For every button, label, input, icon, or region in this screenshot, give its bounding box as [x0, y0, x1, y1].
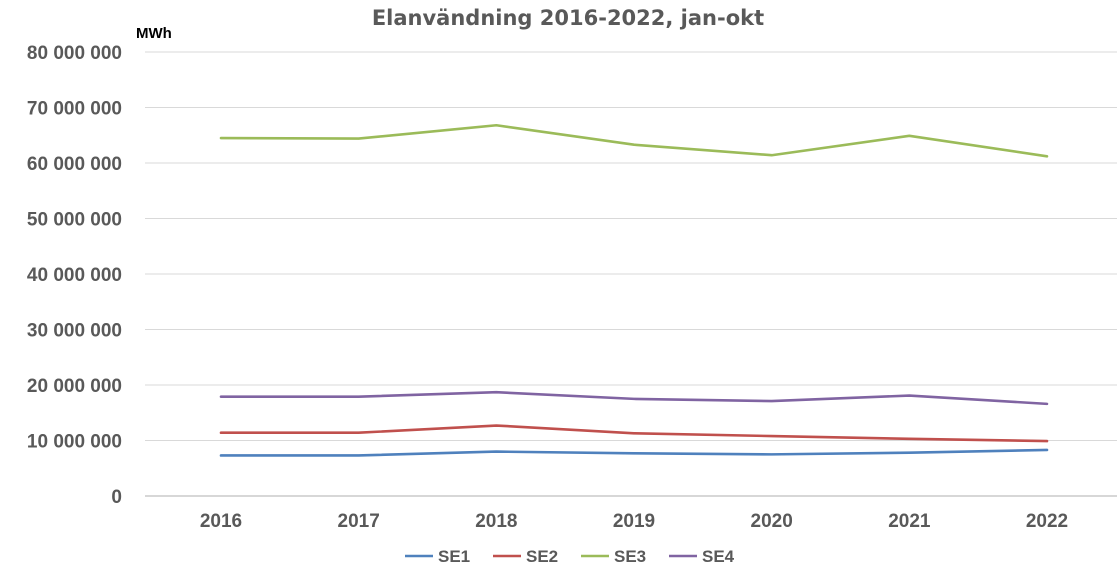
series-line-se4 — [219, 390, 1049, 406]
x-tick-label: 2016 — [200, 511, 242, 532]
x-tick-label: 2020 — [751, 511, 793, 532]
legend-item-se3: SE3 — [581, 547, 646, 566]
y-tick-label: 20 000 000 — [27, 376, 122, 397]
series-lines — [219, 123, 1049, 457]
x-tick-label: 2022 — [1026, 511, 1068, 532]
x-tick-label: 2017 — [338, 511, 380, 532]
y-tick-label: 10 000 000 — [27, 432, 122, 453]
legend-item-se4: SE4 — [669, 547, 735, 566]
y-tick-label: 40 000 000 — [27, 265, 122, 286]
series-line-se1 — [219, 448, 1049, 457]
legend-item-se2: SE2 — [493, 547, 558, 566]
gridlines — [145, 51, 1117, 497]
x-tick-label: 2018 — [475, 511, 517, 532]
y-tick-label: 50 000 000 — [27, 210, 122, 231]
series-line-se2 — [219, 424, 1049, 443]
series-line-se3 — [219, 123, 1049, 158]
legend-label: SE2 — [526, 547, 558, 566]
legend-label: SE1 — [438, 547, 470, 566]
y-tick-label: 30 000 000 — [27, 321, 122, 342]
y-tick-label: 60 000 000 — [27, 154, 122, 175]
y-tick-label: 80 000 000 — [27, 43, 122, 64]
legend-item-se1: SE1 — [405, 547, 470, 566]
y-axis-ticks: 0 10 000 000 20 000 000 30 000 000 40 000 00… — [27, 43, 122, 508]
y-unit-label: MWh — [136, 25, 172, 42]
y-tick-label: 70 000 000 — [27, 99, 122, 120]
legend: SE1 SE2 SE3 SE4 — [405, 547, 735, 566]
x-tick-label: 2021 — [888, 511, 931, 532]
legend-label: SE4 — [702, 547, 735, 566]
legend-label: SE3 — [614, 547, 646, 566]
x-tick-label: 2019 — [613, 511, 655, 532]
x-axis-ticks: 2016 2017 2018 2019 2020 2021 2022 — [200, 511, 1068, 532]
y-tick-label: 0 — [111, 487, 122, 508]
chart-title: Elanvändning 2016-2022, jan-okt — [372, 6, 764, 30]
